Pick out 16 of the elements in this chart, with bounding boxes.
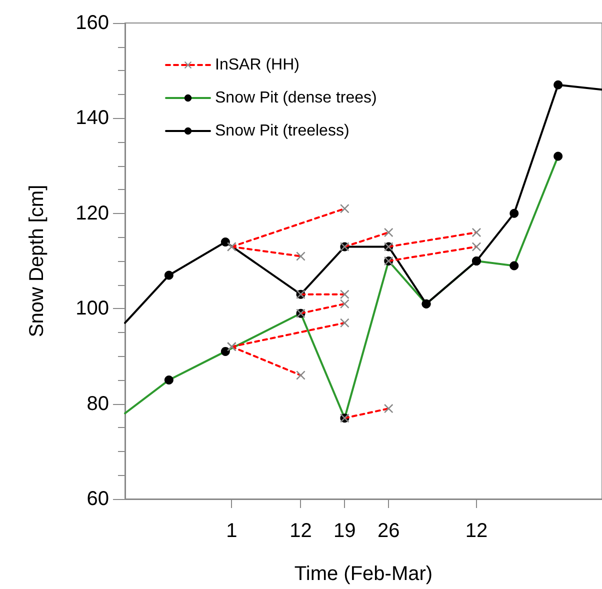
x-axis-title: Time (Feb-Mar) <box>294 563 433 585</box>
y-tick-label: 80 <box>86 392 109 415</box>
x-tick-label: 26 <box>377 520 400 542</box>
legend-label: InSAR (HH) <box>215 56 300 74</box>
legend-label: Snow Pit (treeless) <box>215 122 350 140</box>
y-tick-label: 120 <box>76 202 109 224</box>
y-tick-label: 60 <box>86 488 109 510</box>
y-tick-label: 100 <box>76 298 109 320</box>
y-tick-label: 160 <box>76 12 109 34</box>
y-tick-label: 140 <box>76 107 109 130</box>
x-tick-label: 19 <box>334 520 356 542</box>
legend-label: Snow Pit (dense trees) <box>215 90 377 106</box>
x-tick-label: 1 <box>226 520 238 542</box>
x-tick-label: 12 <box>465 520 488 542</box>
y-axis-title: Snow Depth [cm] <box>26 184 48 338</box>
x-tick-label: 12 <box>290 520 312 542</box>
